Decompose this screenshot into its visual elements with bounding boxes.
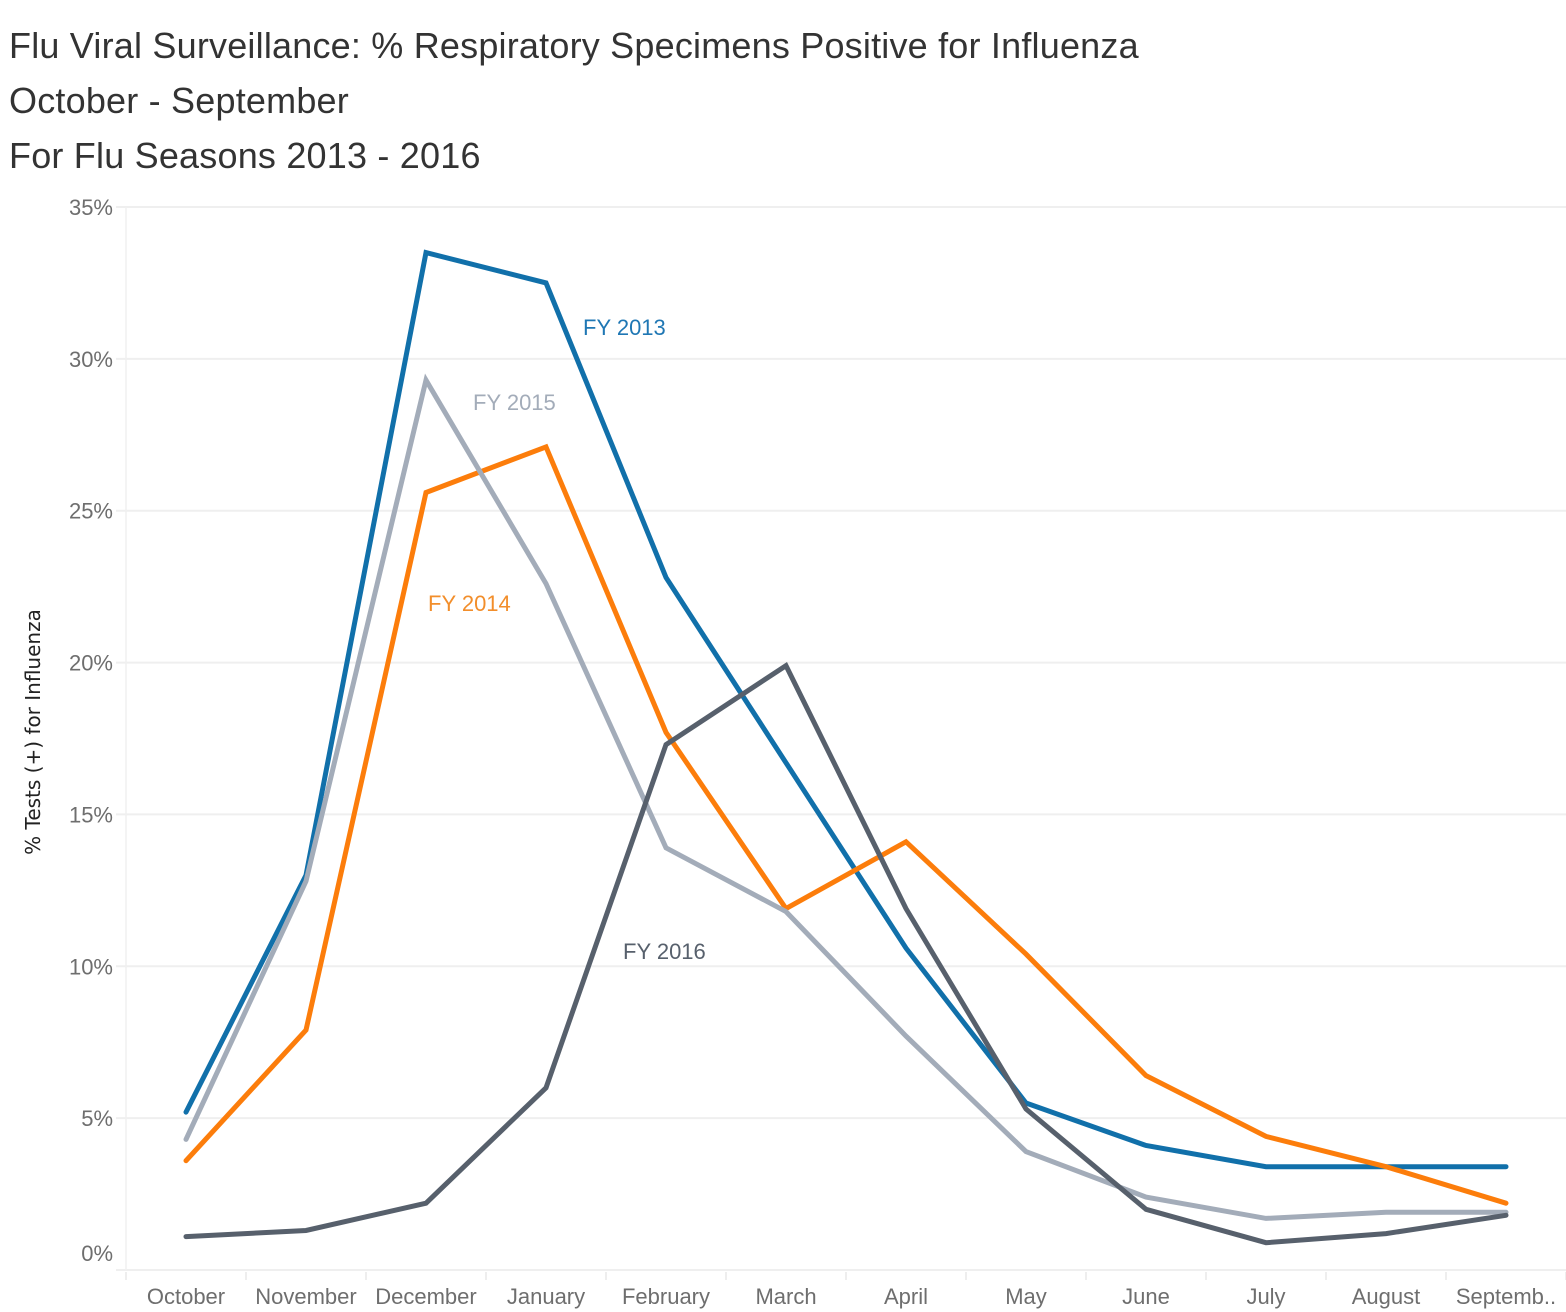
series-lines xyxy=(183,249,1509,1246)
y-tick-label: 5% xyxy=(81,1106,113,1131)
series-line-fy-2014[interactable] xyxy=(183,443,1509,1206)
x-tick-label: April xyxy=(884,1284,928,1309)
chart-subtitle-seasons: For Flu Seasons 2013 - 2016 xyxy=(9,135,481,176)
y-tick-label: 35% xyxy=(69,195,113,220)
y-tick-label: 15% xyxy=(69,802,113,827)
series-label-fy-2016: FY 2016 xyxy=(623,939,706,964)
y-axis-title: % Tests (+) for Influenza xyxy=(21,609,45,855)
y-tick-label: 20% xyxy=(69,651,113,676)
x-axis-ticks: October November December January February Ma… xyxy=(147,1284,1556,1309)
x-tick-label: February xyxy=(622,1284,710,1309)
x-tick-label: June xyxy=(1122,1284,1170,1309)
x-tick-label: October xyxy=(147,1284,225,1309)
y-tick-label: 10% xyxy=(69,954,113,979)
series-labels: FY 2013 FY 2015 FY 2014 FY 2016 xyxy=(428,315,706,964)
chart-title-block: Flu Viral Surveillance: % Respiratory Sp… xyxy=(9,18,1139,183)
x-tick-label: January xyxy=(507,1284,585,1309)
x-tick-label: December xyxy=(375,1284,476,1309)
axes xyxy=(125,207,1566,1280)
x-tick-label: March xyxy=(755,1284,816,1309)
chart-title: Flu Viral Surveillance: % Respiratory Sp… xyxy=(9,25,1139,66)
series-line-fy-2013[interactable] xyxy=(183,249,1509,1170)
series-label-fy-2014: FY 2014 xyxy=(428,591,511,616)
series-label-fy-2015: FY 2015 xyxy=(473,390,556,415)
chart-subtitle-months: October - September xyxy=(9,80,349,121)
y-tick-label: 0% xyxy=(81,1241,113,1266)
y-tick-label: 25% xyxy=(69,499,113,524)
series-label-fy-2013: FY 2013 xyxy=(583,315,666,340)
series-line-fy-2015[interactable] xyxy=(183,373,1509,1221)
y-axis-ticks: 0% 5% 10% 15% 20% 25% 30% 35% xyxy=(69,195,113,1266)
series-line-fy-2016[interactable] xyxy=(183,661,1509,1246)
x-tick-label: August xyxy=(1352,1284,1421,1309)
x-tick-label: May xyxy=(1005,1284,1047,1309)
y-tick-label: 30% xyxy=(69,347,113,372)
x-tick-label: November xyxy=(255,1284,356,1309)
x-tick-label: Septemb.. xyxy=(1456,1284,1556,1309)
x-tick-label: July xyxy=(1246,1284,1285,1309)
